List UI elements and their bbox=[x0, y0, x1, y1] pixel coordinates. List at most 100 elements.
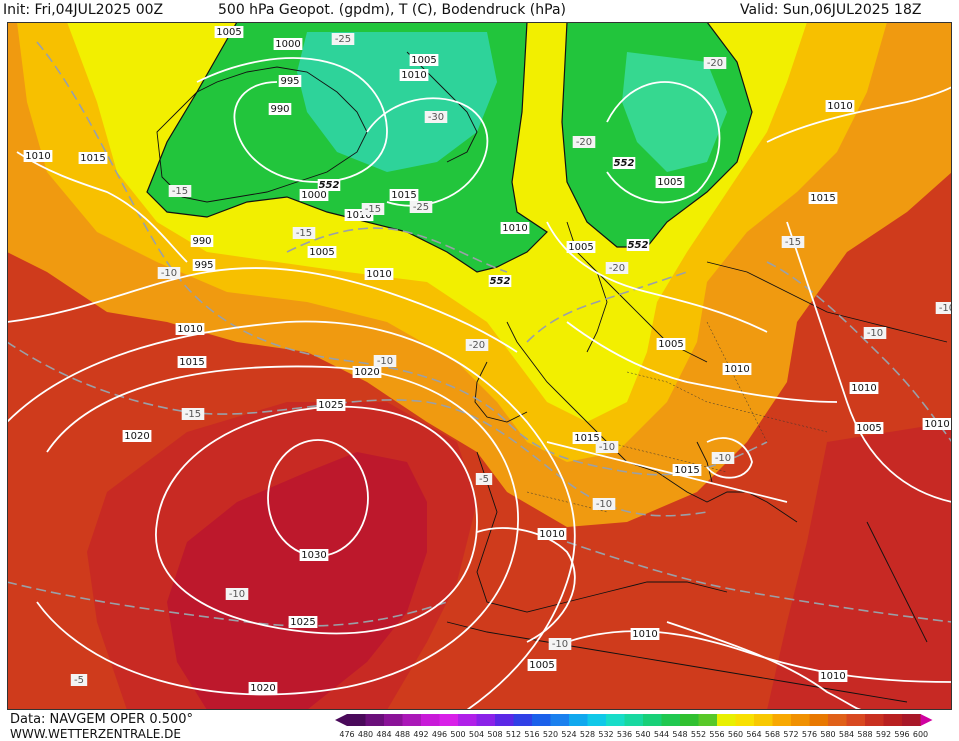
scale-tick-label: 512 bbox=[506, 730, 521, 739]
temp-label-text: -15 bbox=[172, 186, 188, 197]
color-scale-ticks: 476 480 484 488 492 496 500 504 508 512 516 520 524 5… bbox=[339, 730, 928, 739]
pressure-label-text: 1010 bbox=[346, 210, 371, 221]
pressure-label: 1020 bbox=[122, 430, 152, 442]
pressure-label-text: 1010 bbox=[401, 70, 426, 81]
pressure-label-text: 1000 bbox=[301, 190, 326, 201]
height-label: 552 bbox=[317, 179, 341, 191]
pressure-label-bg bbox=[299, 549, 329, 561]
scale-tick-label: 596 bbox=[894, 730, 909, 739]
temp-label-text: -10 bbox=[377, 356, 393, 367]
temp-label-text: -10 bbox=[229, 589, 245, 600]
pressure-label: 995 bbox=[278, 75, 302, 87]
temp-label-bg bbox=[168, 185, 192, 197]
height-label-text: 552 bbox=[319, 180, 340, 191]
temp-label-text: -10 bbox=[161, 268, 177, 279]
scale-tick-label: 532 bbox=[598, 730, 613, 739]
pressure-label: 1005 bbox=[854, 422, 884, 434]
color-scale-boxes bbox=[335, 714, 933, 726]
height-label-text: 552 bbox=[628, 240, 649, 251]
temp-label: -10 bbox=[548, 638, 572, 650]
temp-label-text: -10 bbox=[599, 442, 615, 453]
temp-label: -25 bbox=[409, 201, 433, 213]
temp-label: -15 bbox=[781, 236, 805, 248]
pressure-label-text: 1015 bbox=[80, 153, 105, 164]
pressure-label-bg bbox=[278, 75, 302, 87]
scale-swatch bbox=[365, 714, 385, 726]
scale-tick-label: 476 bbox=[339, 730, 354, 739]
pressure-label-bg bbox=[389, 189, 419, 201]
scale-swatch bbox=[476, 714, 496, 726]
scale-swatch bbox=[661, 714, 681, 726]
map-title: 500 hPa Geopot. (gpdm), T (C), Bodendruc… bbox=[218, 2, 566, 18]
scale-tick-label: 488 bbox=[395, 730, 410, 739]
scale-swatch bbox=[680, 714, 699, 726]
pressure-label-bg bbox=[192, 259, 216, 271]
scale-swatch bbox=[513, 714, 533, 726]
temp-label-text: -25 bbox=[335, 34, 351, 45]
temp-label: -20 bbox=[703, 57, 727, 69]
pressure-label: 1005 bbox=[214, 26, 244, 38]
temp-label: -10 bbox=[373, 355, 397, 367]
temp-label-bg bbox=[424, 111, 448, 123]
temp-label: -10 bbox=[595, 441, 619, 453]
pressure-label: 1005 bbox=[307, 246, 337, 258]
color-scale: 476 480 484 488 492 496 500 504 508 512 516 520 524 5… bbox=[335, 714, 933, 739]
pressure-label: 1010 bbox=[399, 69, 429, 81]
scale-tick-label: 504 bbox=[469, 730, 484, 739]
pressure-label: 1005 bbox=[527, 659, 557, 671]
field-teal-core bbox=[297, 32, 497, 172]
scale-swatch bbox=[421, 714, 440, 726]
scale-swatch bbox=[772, 714, 792, 726]
pressure-label-bg bbox=[672, 464, 702, 476]
pressure-label: 1010 bbox=[825, 100, 855, 112]
pressure-label-text: 1010 bbox=[177, 324, 202, 335]
scale-tick-label: 576 bbox=[802, 730, 817, 739]
pressure-label-bg bbox=[399, 69, 429, 81]
scale-swatch bbox=[698, 714, 718, 726]
temp-label-text: -10 bbox=[867, 328, 883, 339]
pressure-label: 990 bbox=[190, 235, 214, 247]
pressure-label-bg bbox=[190, 235, 214, 247]
map-footer: Data: NAVGEM OPER 0.500° WWW.WETTERZENTR… bbox=[0, 710, 959, 741]
height-label-bg bbox=[488, 275, 512, 287]
pressure-label: 1020 bbox=[352, 366, 382, 378]
temp-label-bg bbox=[703, 57, 727, 69]
temp-label: -5 bbox=[70, 674, 88, 686]
pressure-label-text: 1010 bbox=[820, 671, 845, 682]
scale-swatch bbox=[735, 714, 755, 726]
pressure-label-text: 1010 bbox=[851, 383, 876, 394]
scale-swatch bbox=[828, 714, 847, 726]
scale-swatch bbox=[402, 714, 422, 726]
pressure-label: 1010 bbox=[849, 382, 879, 394]
pressure-label-text: 1015 bbox=[179, 357, 204, 368]
pressure-label-bg bbox=[722, 363, 752, 375]
pressure-label: 1005 bbox=[566, 241, 596, 253]
map-header: Init: Fri,04JUL2025 00Z 500 hPa Geopot. … bbox=[0, 0, 959, 22]
temp-label-text: -10 bbox=[596, 499, 612, 510]
temp-label-bg bbox=[605, 262, 629, 274]
temp-label: -10 bbox=[935, 302, 952, 314]
scale-swatch bbox=[569, 714, 588, 726]
scale-tick-label: 528 bbox=[580, 730, 595, 739]
scale-tick-label: 552 bbox=[691, 730, 706, 739]
pressure-label-bg bbox=[854, 422, 884, 434]
pressure-label-text: 1010 bbox=[25, 151, 50, 162]
pressure-label: 1010 bbox=[23, 150, 53, 162]
scale-swatch bbox=[587, 714, 607, 726]
pressure-label-text: 1010 bbox=[827, 101, 852, 112]
pressure-label: 1025 bbox=[316, 399, 346, 411]
temp-label: -20 bbox=[465, 339, 489, 351]
pressure-label: 1015 bbox=[177, 356, 207, 368]
temp-label: -25 bbox=[331, 33, 355, 45]
pressure-label-bg bbox=[268, 103, 292, 115]
pressure-label-bg bbox=[214, 26, 244, 38]
temp-label-text: -20 bbox=[469, 340, 485, 351]
map-frame bbox=[7, 22, 952, 710]
height-label-bg bbox=[317, 179, 341, 191]
pressure-label-text: 990 bbox=[270, 104, 289, 115]
temp-label-text: -5 bbox=[479, 474, 489, 485]
temp-label-bg bbox=[331, 33, 355, 45]
temp-label-text: -20 bbox=[707, 58, 723, 69]
temp-label: -10 bbox=[157, 267, 181, 279]
scale-swatch bbox=[458, 714, 477, 726]
